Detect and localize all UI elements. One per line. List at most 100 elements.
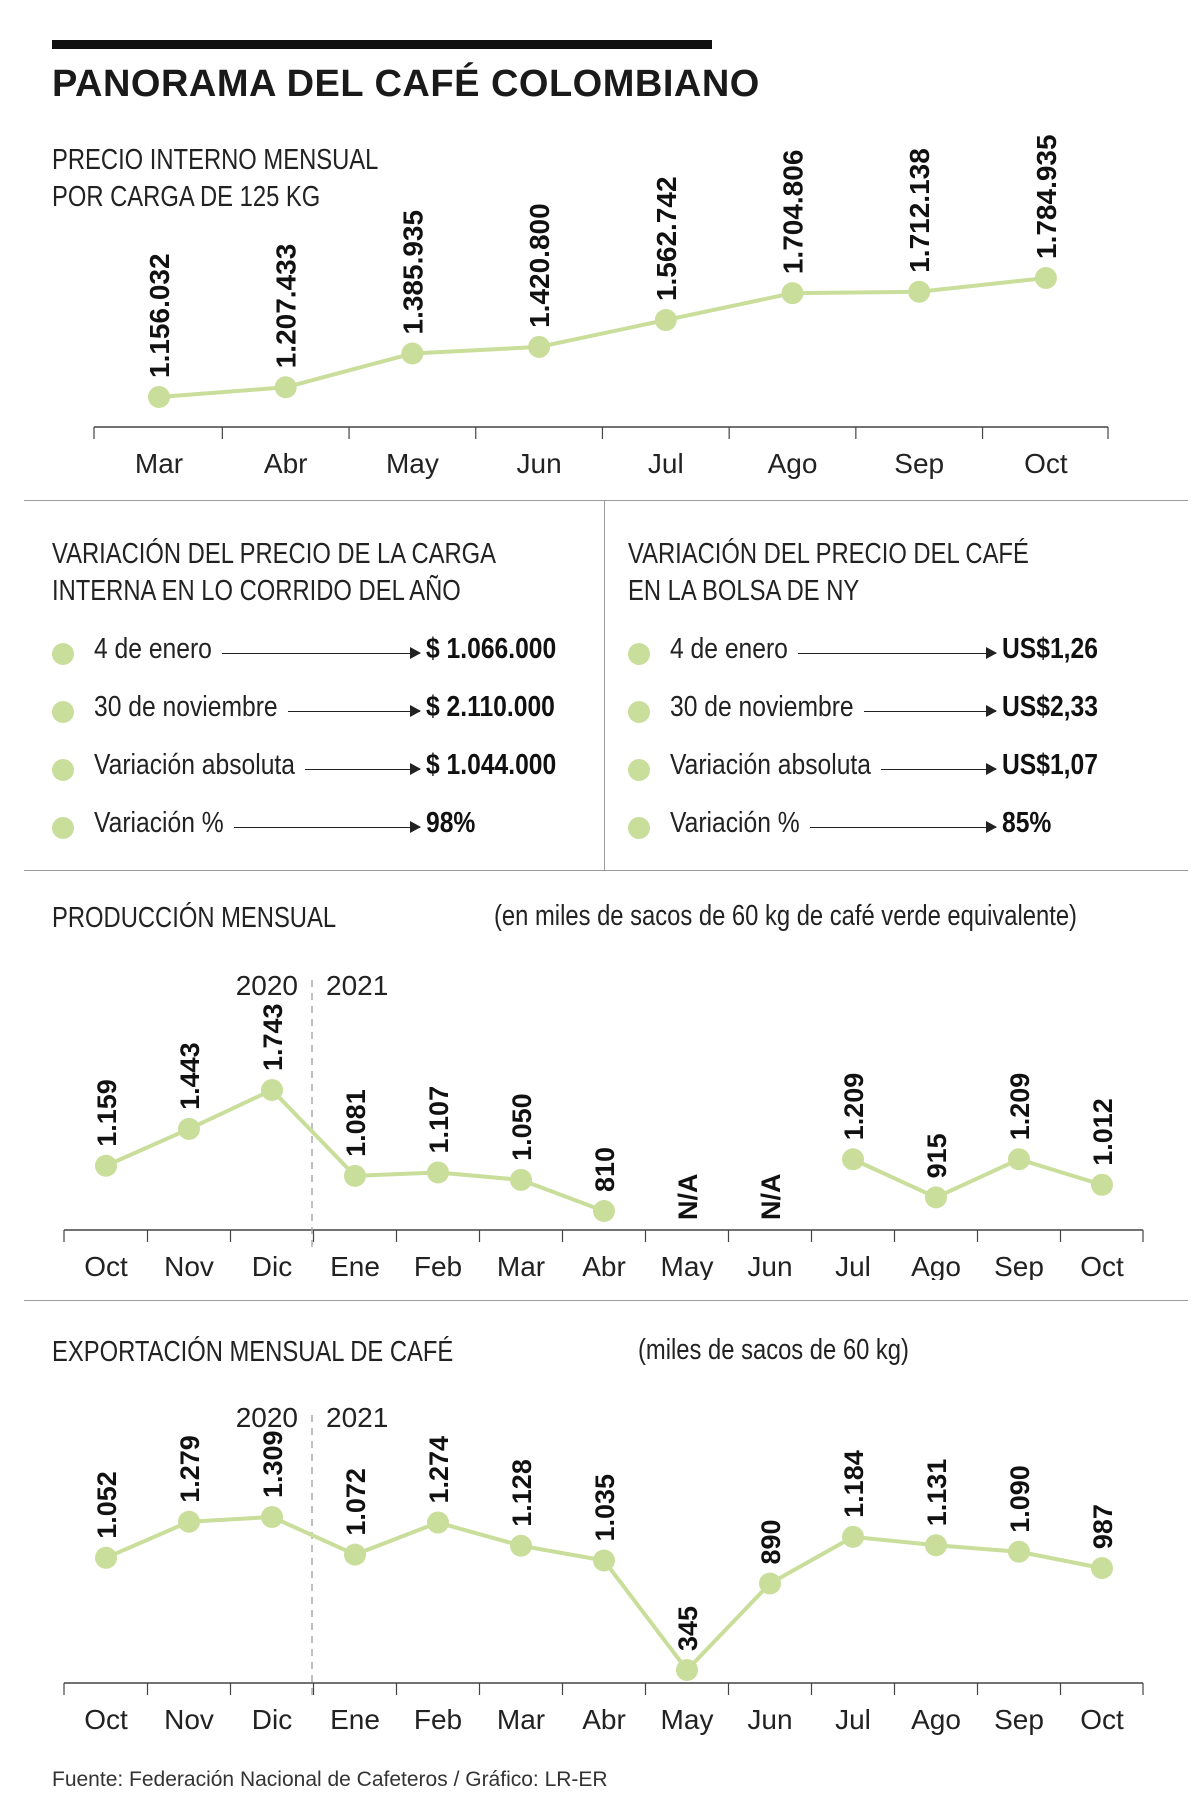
x-tick-label: Mar — [497, 1704, 545, 1735]
precio-chart: 1.156.032 Mar 1.207.433 Abr 1.385.935 May 1.42… — [93, 134, 1109, 479]
variation-label: Variación % — [94, 807, 224, 839]
x-tick-label: Ene — [330, 1704, 380, 1735]
variation-value: US$2,33 — [1002, 691, 1098, 723]
arrow-icon — [809, 821, 998, 833]
data-point — [178, 1117, 200, 1140]
series-line — [157, 385, 288, 399]
variation-value: 98% — [426, 807, 476, 839]
variacion-ny-title-line2: EN LA BOLSA DE NY — [628, 575, 860, 607]
series-line — [934, 1157, 1021, 1200]
data-label: 1.184 — [839, 1450, 869, 1518]
data-point — [344, 1164, 366, 1187]
variation-row: 4 de enero $ 1.066.000 — [52, 633, 592, 673]
x-tick-label: Nov — [164, 1704, 214, 1735]
x-tick-label: Oct — [84, 1704, 128, 1735]
data-point — [95, 1546, 117, 1569]
x-tick-label: Sep — [894, 448, 944, 479]
divider — [24, 1300, 1188, 1301]
data-point — [676, 1659, 698, 1681]
x-tick-label: Abr — [582, 1704, 626, 1735]
data-label: 1.081 — [341, 1089, 371, 1157]
variation-value: US$1,26 — [1002, 633, 1098, 665]
variation-value: 85% — [1002, 807, 1052, 839]
data-label: 1.012 — [1088, 1098, 1118, 1166]
data-label: 1.207.433 — [271, 244, 302, 369]
variation-row: Variación absoluta US$1,07 — [628, 749, 1168, 789]
data-label: 1.443 — [175, 1042, 205, 1110]
data-point — [654, 309, 677, 332]
series-line — [270, 1088, 357, 1178]
variation-label: 30 de noviembre — [94, 691, 278, 723]
data-point — [528, 335, 551, 358]
data-point — [427, 1511, 449, 1534]
variacion-carga-title-line1: VARIACIÓN DEL PRECIO DE LA CARGA — [52, 538, 497, 570]
x-tick-label: Jun — [747, 1704, 792, 1735]
x-tick-label: Jun — [747, 1251, 792, 1280]
series-line — [353, 1520, 440, 1557]
series-line — [187, 1088, 274, 1131]
data-label: 1.784.935 — [1031, 134, 1062, 259]
produccion-chart: 2020 2021 1.159 Oct 1.443 Nov 1.743 Dic 1.081 Ene… — [63, 970, 1144, 1280]
data-point — [781, 282, 804, 305]
data-point — [842, 1148, 864, 1171]
data-label: 890 — [756, 1519, 786, 1564]
x-tick-label: Dic — [252, 1251, 292, 1280]
variation-row: Variación % 85% — [628, 807, 1168, 847]
x-tick-label: Ago — [768, 448, 818, 479]
variation-value: $ 1.044.000 — [426, 749, 557, 781]
data-label: 1.420.800 — [524, 203, 555, 328]
data-point — [401, 342, 424, 365]
series-line — [270, 1515, 357, 1557]
series-line — [1017, 1549, 1104, 1571]
x-tick-label: Mar — [497, 1251, 545, 1280]
x-tick-label: Mar — [135, 448, 183, 479]
data-point — [759, 1572, 781, 1595]
x-tick-label: Oct — [84, 1251, 128, 1280]
bullet-dot — [52, 643, 74, 665]
bullet-dot — [52, 817, 74, 839]
produccion-unit: (en miles de sacos de 60 kg de café verd… — [494, 900, 1077, 932]
series-line — [519, 1543, 606, 1563]
x-tick-label: Feb — [414, 1704, 462, 1735]
x-tick-label: Jul — [835, 1251, 871, 1280]
variation-label: 4 de enero — [94, 633, 212, 665]
series-line — [104, 1519, 191, 1560]
bullet-dot — [628, 759, 650, 781]
series-line — [436, 1170, 523, 1182]
variacion-ny-title-line1: VARIACIÓN DEL PRECIO DEL CAFÉ — [628, 538, 1029, 570]
data-point — [95, 1154, 117, 1177]
x-tick-label: Oct — [1080, 1251, 1124, 1280]
series-line — [283, 351, 415, 390]
data-point — [1091, 1173, 1113, 1196]
data-label: 1.743 — [258, 1003, 288, 1071]
data-point — [925, 1534, 947, 1557]
series-line — [768, 1534, 855, 1586]
x-tick-label: Nov — [164, 1251, 214, 1280]
series-line — [436, 1520, 523, 1548]
data-label: 1.704.806 — [778, 150, 809, 275]
series-line — [353, 1170, 440, 1178]
year-label: 2020 — [236, 1402, 298, 1433]
bullet-dot — [628, 643, 650, 665]
series-line — [917, 276, 1048, 294]
series-line — [934, 1543, 1021, 1554]
x-tick-label: Ago — [911, 1704, 961, 1735]
arrow-icon — [880, 763, 997, 775]
data-label: 1.209 — [1005, 1073, 1035, 1141]
series-line — [104, 1126, 191, 1168]
data-point — [274, 376, 297, 399]
variacion-carga-title-line2: INTERNA EN LO CORRIDO DEL AÑO — [52, 575, 461, 607]
data-point — [925, 1186, 947, 1209]
x-tick-label: May — [661, 1704, 714, 1735]
data-point — [427, 1161, 449, 1184]
year-label: 2020 — [236, 970, 298, 1001]
data-point — [593, 1200, 615, 1222]
variation-row: 4 de enero US$1,26 — [628, 633, 1168, 673]
x-tick-label: Feb — [414, 1251, 462, 1280]
divider — [24, 870, 1188, 871]
data-label: 1.274 — [424, 1436, 454, 1504]
precio-title-line1: PRECIO INTERNO MENSUAL — [52, 144, 379, 176]
data-label: 1.209 — [839, 1073, 869, 1141]
data-label: 345 — [673, 1606, 703, 1651]
data-point — [593, 1549, 615, 1572]
